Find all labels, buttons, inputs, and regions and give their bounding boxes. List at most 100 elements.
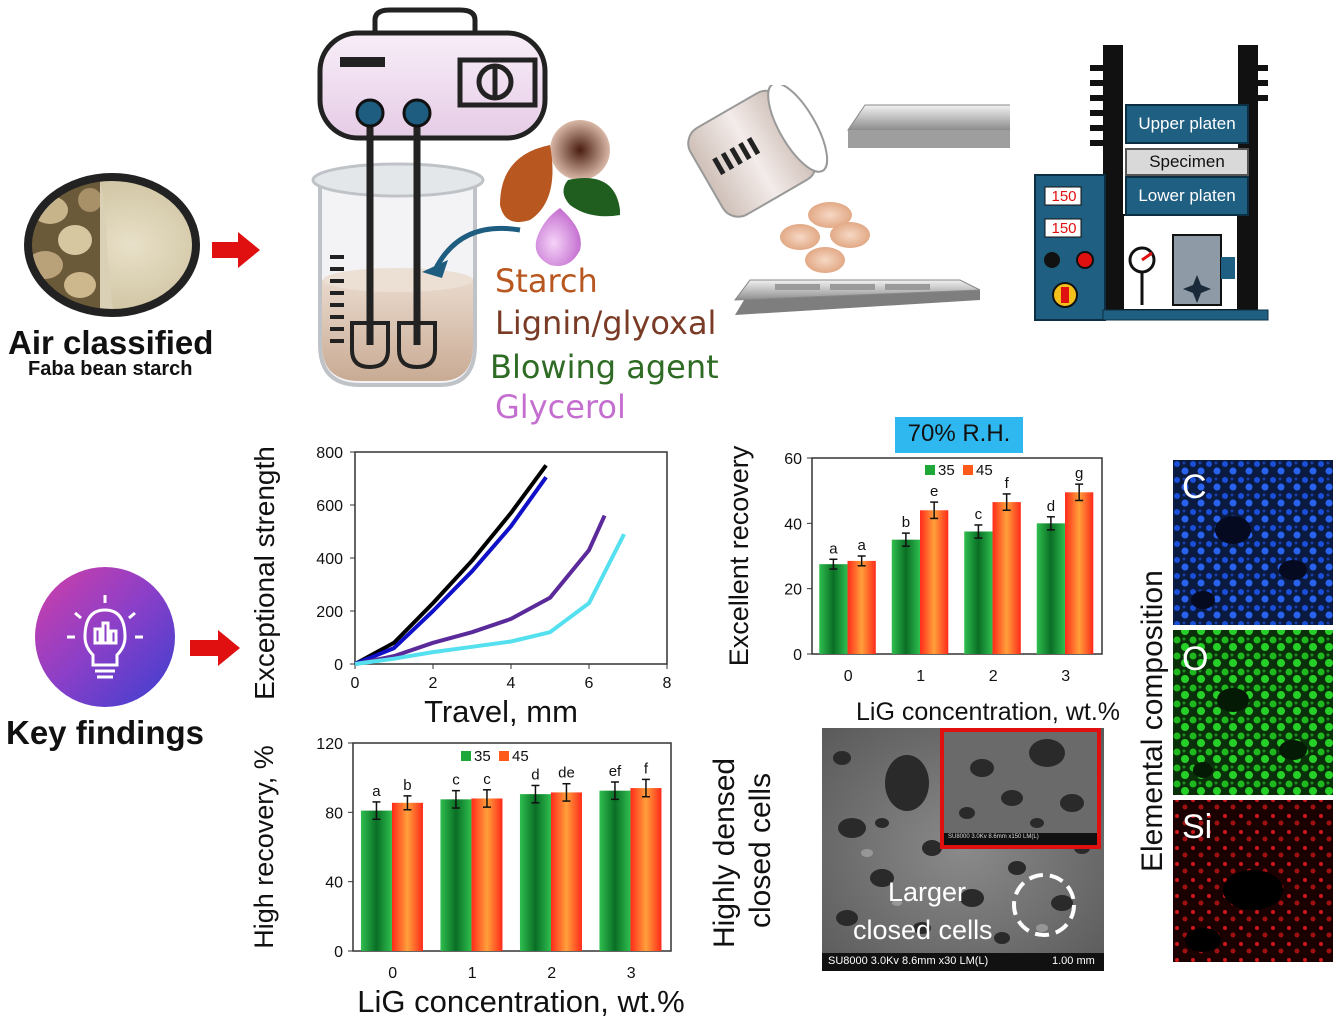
x-tick-label: 6 (585, 675, 594, 692)
bar-45-3 (1065, 492, 1094, 654)
key-findings-label: Key findings (6, 714, 205, 751)
ingredient-starch: Starch (495, 262, 598, 300)
element-si: Si (1182, 808, 1213, 846)
mould-illustration (680, 82, 1081, 330)
y-axis-label: Excellent recovery (724, 445, 754, 666)
legend-swatch-35 (461, 751, 471, 761)
ingredient-drops (420, 110, 630, 280)
significance-letter: b (403, 777, 411, 794)
rh-badge (895, 417, 1023, 453)
significance-letter: a (857, 537, 866, 554)
bar-45-0 (847, 560, 876, 654)
bar-45-2 (992, 502, 1021, 654)
faba-bean-photo (20, 170, 205, 320)
legend-swatch-35 (925, 465, 935, 475)
y-tick-label: 400 (316, 551, 343, 568)
x-tick-label: 0 (844, 668, 853, 685)
x-tick-label: 4 (507, 675, 516, 692)
composition-label: Elemental composition (1136, 570, 1169, 872)
x-tick-label: 1 (468, 965, 477, 982)
x-tick-label: 3 (1061, 668, 1070, 685)
mixer-illustration (300, 5, 550, 395)
x-tick-label: 0 (351, 675, 360, 692)
element-o: O (1182, 640, 1209, 678)
lightbulb-icon (33, 565, 178, 710)
x-axis-label: LiG concentration, wt.% (856, 698, 1120, 726)
legend-label-35: 35 (474, 748, 491, 765)
ingredient-blowing-agent: Blowing agent (490, 348, 719, 386)
x-tick-label: 8 (663, 675, 672, 692)
legend-label-35: 35 (938, 462, 955, 479)
x-tick-label: 2 (547, 965, 556, 982)
y-tick-label: 60 (784, 451, 802, 468)
bar-45-1 (471, 798, 503, 951)
significance-letter: d (531, 766, 539, 783)
source-subtitle: Faba bean starch (28, 358, 193, 380)
bar-35-0 (819, 564, 848, 654)
significance-letter: g (1075, 465, 1083, 482)
ingredient-glycerol: Glycerol (495, 388, 626, 426)
bar-35-1 (891, 539, 921, 654)
y-tick-label: 20 (784, 582, 802, 599)
bar-45-2 (550, 792, 582, 951)
sem-scale-right: 1.00 mm (1052, 955, 1095, 967)
bar-chart-frame (811, 457, 1103, 655)
y-tick-label: 0 (793, 647, 802, 664)
significance-letter: b (902, 514, 910, 531)
x-tick-label: 3 (627, 965, 636, 982)
bar-35-2 (964, 531, 993, 654)
strength-line-chart: 0 200 400 600 800 0 2 4 6 8 Travel, mm Exceptional … (249, 445, 672, 729)
legend-swatch-45 (963, 465, 973, 475)
ingredient-lignin: Lignin/glyoxal (495, 304, 717, 342)
eds-maps (1173, 460, 1333, 962)
x-tick-label: 1 (916, 668, 925, 685)
bar-35-3 (599, 790, 631, 951)
sem-label-line2: closed cells (744, 772, 777, 928)
x-axis-label: Travel, mm (424, 694, 578, 729)
significance-letter: c (483, 771, 491, 788)
sem-scale-left: SU8000 3.0Kv 8.6mm x30 LM(L) (828, 955, 989, 967)
bar-45-0 (391, 802, 423, 951)
recovery-bar-chart: 0 40 80 120 a b 0 c c 1 d de 2 ef f 3 35 45 LiG concentrat… (249, 736, 685, 1019)
significance-letter: d (1047, 498, 1055, 515)
series-line-3 (354, 533, 626, 666)
sem-caption-line1: Larger (888, 877, 967, 907)
significance-letter: c (975, 506, 983, 523)
series-line-1 (354, 476, 548, 666)
bar-35-2 (519, 794, 551, 951)
x-axis-label: LiG concentration, wt.% (357, 984, 684, 1019)
lower-platen-label: Lower platen (1125, 176, 1249, 216)
y-axis-label: Exceptional strength (249, 446, 280, 700)
significance-letter: e (930, 483, 938, 500)
series-line-2 (354, 514, 607, 666)
legend-label-45: 45 (512, 748, 529, 765)
x-tick-label: 2 (429, 675, 438, 692)
y-tick-label: 40 (325, 875, 343, 892)
press-display-2: 150 (1051, 220, 1077, 237)
x-tick-label: 2 (989, 668, 998, 685)
sem-label-line1: Highly densed (708, 757, 741, 948)
significance-letter: de (558, 765, 575, 782)
bar-35-0 (360, 810, 392, 951)
y-tick-label: 800 (316, 445, 343, 462)
sem-inset-scale: SU8000 3.0Kv 8.6mm x150 LM(L) (948, 834, 1039, 840)
bar-45-1 (920, 510, 949, 654)
press-display-1: 150 (1051, 188, 1077, 205)
series-line-0 (354, 464, 548, 666)
specimen-label: Specimen (1125, 148, 1249, 176)
y-tick-label: 80 (325, 805, 343, 822)
source-title: Air classified (8, 324, 214, 361)
y-tick-label: 40 (784, 516, 802, 533)
legend-swatch-45 (499, 751, 509, 761)
y-tick-label: 0 (334, 657, 343, 674)
significance-letter: a (829, 540, 838, 557)
x-tick-label: 0 (388, 965, 397, 982)
sem-caption-line2: closed cells (853, 915, 993, 945)
rh-badge-label: 70% R.H. (907, 420, 1011, 447)
significance-letter: f (1005, 475, 1010, 492)
significance-letter: a (372, 783, 381, 800)
y-tick-label: 0 (334, 944, 343, 961)
bar-chart-frame (352, 742, 672, 952)
legend-label-45: 45 (976, 462, 993, 479)
bar-35-1 (440, 799, 472, 951)
